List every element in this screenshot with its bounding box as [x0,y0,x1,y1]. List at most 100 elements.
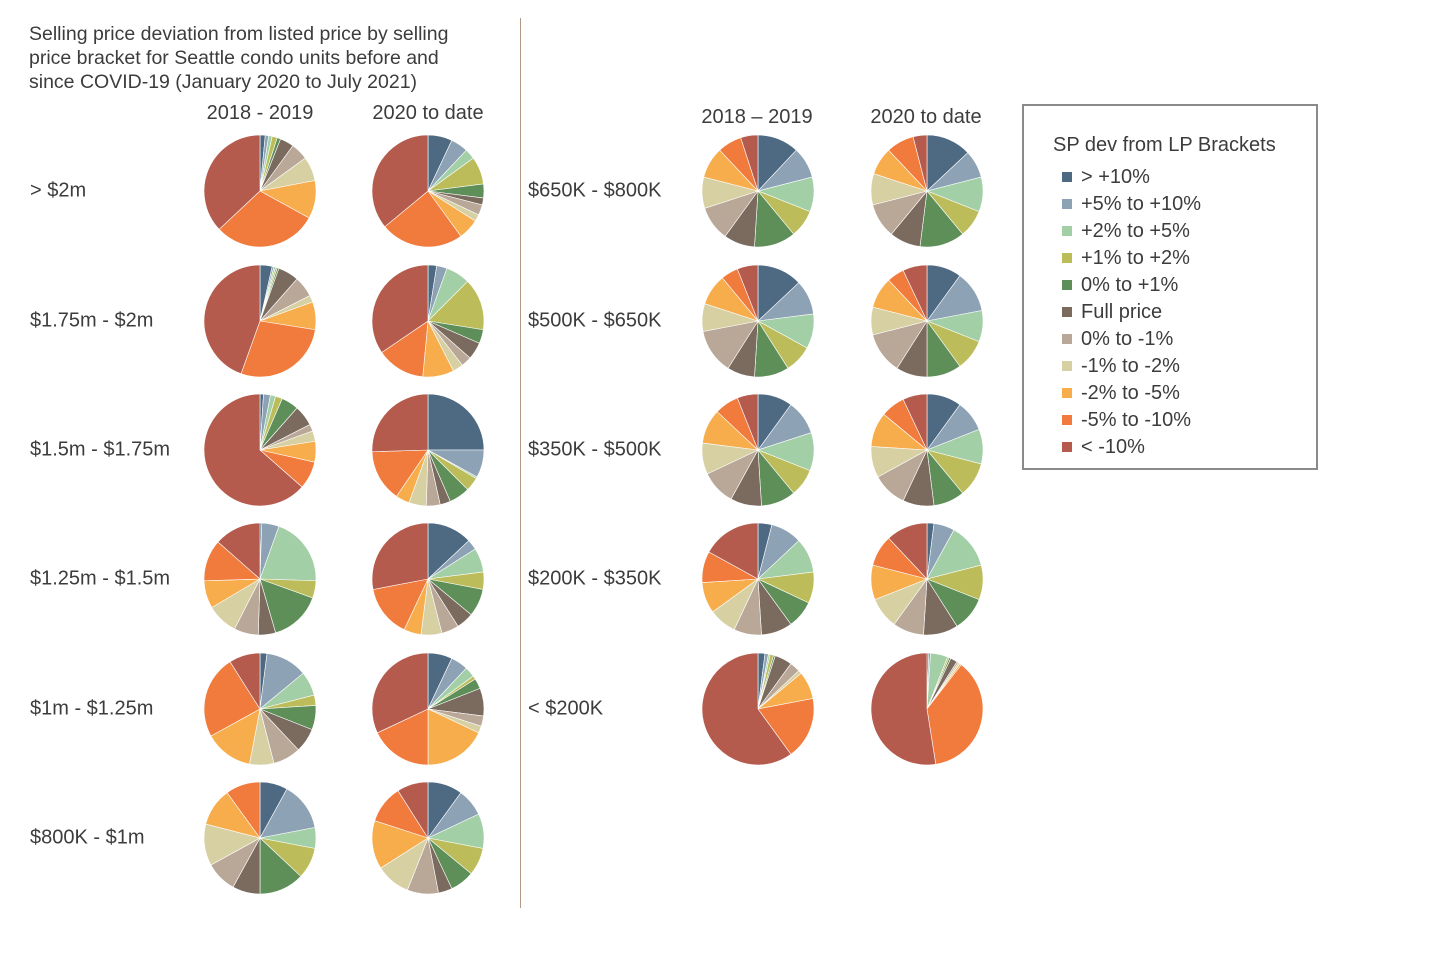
row-label-350k-500k: $350K - $500K [528,438,662,461]
legend-swatch [1062,199,1072,209]
pie-500k-650k-2018-2019 [701,264,815,378]
legend-label: -5% to -10% [1081,408,1192,431]
legend-item: +2% to +5% [1062,218,1190,244]
row-label-1m-1-25m: $1m - $1.25m [30,697,154,720]
pie-slice-10 [737,393,759,451]
legend-item: +5% to +10% [1062,191,1201,217]
pie-350k-500k-2018-2019 [701,393,815,507]
legend-item: -1% to -2% [1062,353,1180,379]
pie-1-25m-1-5m-2020-to-date [371,522,485,636]
chart-title-line-2: price bracket for Seattle condo units be… [29,47,439,69]
chart-title-line-3: since COVID-19 (January 2020 to July 202… [29,71,418,93]
pie-200k-2018-2019 [701,652,815,766]
pie-slice-10 [371,134,429,228]
pie-1-75m-2m-2020-to-date [371,264,485,378]
pie-slice-10 [203,264,261,375]
row-label-over-2m: > $2m [30,179,87,202]
legend-label: +5% to +10% [1081,192,1202,215]
pie-1-5m-1-75m-2020-to-date [371,393,485,507]
pie-slice-5-to-10 [372,578,429,631]
pie-350k-500k-2020-to-date [870,393,984,507]
pie-slice-10 [203,393,303,507]
left-column-header-before: 2018 - 2019 [206,102,314,124]
pie-200k-2020-to-date [870,652,984,766]
pie-200k-350k-2018-2019 [701,522,815,636]
pie-650k-800k-2020-to-date [870,134,984,248]
row-label-1-75m-2m: $1.75m - $2m [30,309,154,332]
legend-item: < -10% [1062,434,1145,460]
pie-800k-1m-2018-2019 [203,781,317,895]
legend-label: -2% to -5% [1081,381,1180,404]
pie-slice-2-to-5 [259,525,317,582]
legend-label: Full price [1081,300,1163,323]
pie-slice-10 [427,393,485,451]
pie-slice-10 [902,264,928,322]
legend-label: -1% to -2% [1081,354,1180,377]
pie-slice-5-to-10 [240,320,316,378]
pie-200k-350k-2020-to-date [870,522,984,636]
pie-slice-10 [229,652,261,711]
pie-slice-10 [371,264,429,353]
row-label-800k-1m: $800K - $1m [30,826,145,849]
legend-swatch [1062,388,1072,398]
pie-1-25m-1-5m-2018-2019 [203,522,317,636]
pie-slice-5-to-10 [757,698,815,755]
legend-item: -5% to -10% [1062,407,1191,433]
pie-slice-10 [708,522,759,580]
pie-slice-5-to-10 [376,708,429,766]
pie-slice-0-to-1 [259,578,314,634]
pie-1m-1-25m-2018-2019 [203,652,317,766]
row-label-200k-350k: $200K - $350K [528,567,662,590]
pie-1m-1-25m-2020-to-date [371,652,485,766]
pie-slice-10 [888,522,928,580]
chart-title: Selling price deviation from listed pric… [29,22,509,94]
pie-650k-800k-2018-2019 [701,134,815,248]
legend-item: 0% to -1% [1062,326,1173,352]
legend-swatch [1062,253,1072,263]
pie-slice-10 [217,522,261,580]
legend-item: +1% to +2% [1062,245,1190,271]
legend-item: 0% to +1% [1062,272,1178,298]
legend-label: +1% to +2% [1081,246,1190,269]
pie-slice-5-to-10 [926,664,984,765]
pie-2m-2018-2019 [203,134,317,248]
pie-slice-10 [737,264,759,322]
legend: SP dev from LP Brackets > +10% +5% to +10… [1022,104,1318,470]
legend-label: 0% to -1% [1081,327,1174,350]
pie-slice-10 [397,781,429,840]
left-column-header-since: 2020 to date [372,102,484,124]
pie-slice-10 [870,652,937,766]
legend-swatch [1062,334,1072,344]
legend-title: SP dev from LP Brackets [1053,134,1276,156]
row-label-1-25m-1-5m: $1.25m - $1.5m [30,567,171,590]
legend-swatch [1062,307,1072,317]
pie-slice-5-to-10 [371,449,429,497]
legend-swatch [1062,226,1072,236]
pie-slice-10 [701,652,792,766]
pie-slice-5-to-10 [218,190,310,248]
pie-slice-10 [371,652,429,734]
chart-title-line-1: Selling price deviation from listed pric… [29,23,449,45]
legend-label: +2% to +5% [1081,219,1190,242]
legend-swatch [1062,280,1072,290]
pie-slice-10 [902,393,928,451]
legend-item: Full price [1062,299,1162,325]
pie-slice-10 [203,134,261,230]
pie-1-75m-2m-2018-2019 [203,264,317,378]
pie-800k-1m-2020-to-date [371,781,485,895]
column-divider [520,18,521,908]
right-column-header-since: 2020 to date [870,106,982,128]
legend-item: > +10% [1062,164,1150,190]
pie-slice-1-to-2 [427,280,485,331]
pie-2m-2020-to-date [371,134,485,248]
row-label-under-200k: < $200K [528,697,604,720]
legend-swatch [1062,442,1072,452]
pie-slice-2-to-5 [427,708,480,766]
legend-label: < -10% [1081,435,1145,458]
legend-label: > +10% [1081,165,1150,188]
pie-slice-5-to-10 [384,190,462,248]
pie-1-5m-1-75m-2018-2019 [203,393,317,507]
right-column-header-before: 2018 – 2019 [701,106,813,128]
